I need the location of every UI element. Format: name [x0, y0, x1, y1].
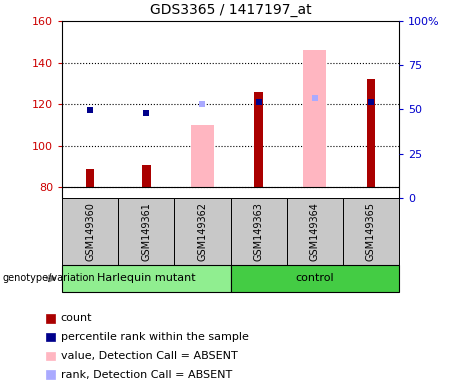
Bar — [62, 198, 118, 265]
Text: rank, Detection Call = ABSENT: rank, Detection Call = ABSENT — [61, 370, 232, 380]
Bar — [47, 352, 55, 360]
Bar — [287, 198, 343, 265]
Text: value, Detection Call = ABSENT: value, Detection Call = ABSENT — [61, 351, 237, 361]
Text: count: count — [61, 313, 92, 323]
Bar — [118, 198, 174, 265]
Bar — [230, 265, 399, 292]
Title: GDS3365 / 1417197_at: GDS3365 / 1417197_at — [150, 3, 311, 17]
Bar — [142, 164, 151, 187]
Bar — [47, 371, 55, 379]
Bar — [230, 198, 287, 265]
Text: GSM149364: GSM149364 — [310, 202, 319, 261]
Bar — [47, 314, 55, 323]
Bar — [86, 169, 95, 187]
Text: GSM149361: GSM149361 — [142, 202, 151, 261]
Text: Harlequin mutant: Harlequin mutant — [97, 273, 195, 283]
Text: GSM149365: GSM149365 — [366, 202, 376, 261]
Text: genotype/variation: genotype/variation — [2, 273, 95, 283]
Bar — [343, 198, 399, 265]
Bar — [366, 79, 375, 187]
Text: percentile rank within the sample: percentile rank within the sample — [61, 332, 248, 342]
Bar — [303, 50, 326, 187]
Bar — [254, 92, 263, 187]
Bar — [47, 333, 55, 341]
Text: GSM149362: GSM149362 — [197, 202, 207, 261]
Bar — [62, 265, 230, 292]
Bar — [191, 125, 214, 187]
Text: GSM149360: GSM149360 — [85, 202, 95, 261]
Bar — [174, 198, 230, 265]
Text: GSM149363: GSM149363 — [254, 202, 264, 261]
Text: control: control — [296, 273, 334, 283]
